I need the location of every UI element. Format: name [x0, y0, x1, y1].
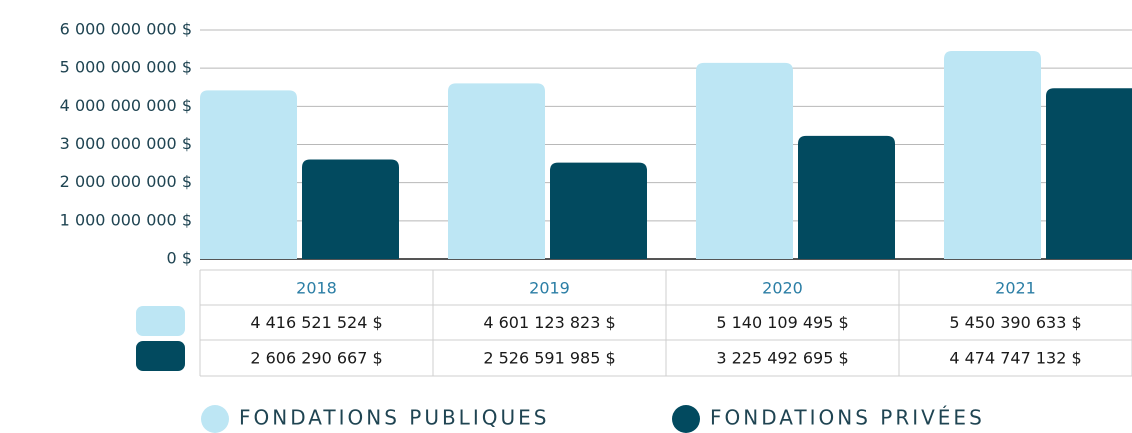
legend-label: FONDATIONS PUBLIQUES — [239, 406, 549, 430]
y-tick-label: 0 $ — [167, 249, 192, 268]
bar — [448, 83, 545, 259]
table-swatch — [136, 306, 185, 336]
bar — [798, 135, 895, 259]
bar — [696, 62, 793, 259]
y-tick-label: 2 000 000 000 $ — [60, 172, 192, 191]
table-cell: 5 140 109 495 $ — [716, 313, 848, 332]
bar — [550, 162, 647, 259]
bar — [302, 159, 399, 259]
x-tick-label: 2021 — [995, 279, 1036, 298]
y-tick-label: 3 000 000 000 $ — [60, 134, 192, 153]
y-tick-label: 6 000 000 000 $ — [60, 20, 192, 39]
y-tick-label: 1 000 000 000 $ — [60, 210, 192, 229]
table-cell: 3 225 492 695 $ — [716, 349, 848, 368]
bar — [200, 90, 297, 259]
bar — [1046, 88, 1132, 259]
bar — [944, 50, 1041, 259]
x-tick-label: 2019 — [529, 279, 570, 298]
x-tick-label: 2018 — [296, 279, 337, 298]
y-tick-label: 4 000 000 000 $ — [60, 96, 192, 115]
table-cell: 2 526 591 985 $ — [483, 349, 615, 368]
table-swatch — [136, 341, 185, 371]
table-cell: 2 606 290 667 $ — [250, 349, 382, 368]
table-cell: 4 474 747 132 $ — [949, 349, 1081, 368]
y-tick-label: 5 000 000 000 $ — [60, 58, 192, 77]
legend-swatch — [201, 405, 229, 433]
table-cell: 5 450 390 633 $ — [949, 313, 1081, 332]
legend-label: FONDATIONS PRIVÉES — [710, 406, 985, 430]
x-tick-label: 2020 — [762, 279, 803, 298]
table-cell: 4 601 123 823 $ — [483, 313, 615, 332]
table-cell: 4 416 521 524 $ — [250, 313, 382, 332]
legend-swatch — [672, 405, 700, 433]
